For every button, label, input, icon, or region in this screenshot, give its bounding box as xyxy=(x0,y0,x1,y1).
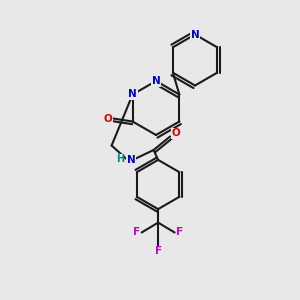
Text: F: F xyxy=(176,227,184,238)
Text: F: F xyxy=(154,246,162,256)
Text: O: O xyxy=(103,113,112,124)
Text: N: N xyxy=(190,29,200,40)
Text: H: H xyxy=(116,154,124,164)
Text: N: N xyxy=(127,155,136,166)
Text: N: N xyxy=(152,76,160,86)
Text: O: O xyxy=(172,128,181,139)
Text: N: N xyxy=(128,89,137,100)
Text: F: F xyxy=(133,227,140,238)
